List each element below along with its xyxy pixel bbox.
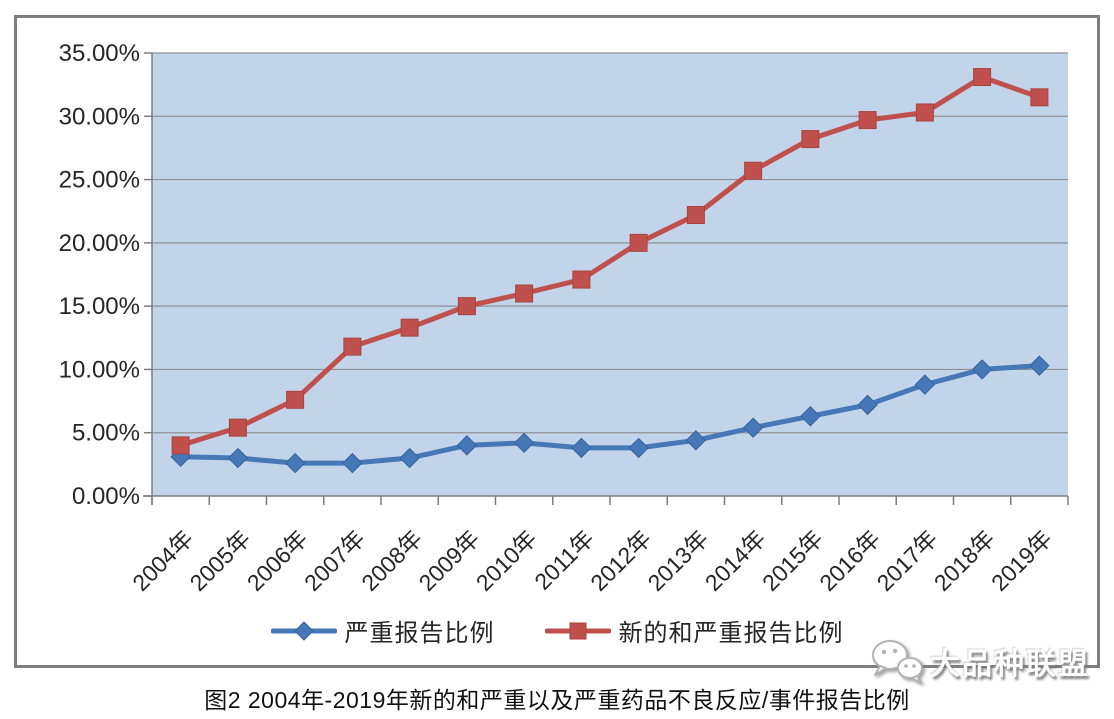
watermark-text: 大品种联盟 [930,648,1090,681]
chart-legend: 严重报告比例 新的和严重报告比例 [17,613,1097,648]
series-line [178,363,1042,466]
data-point-marker [857,394,878,416]
y-tick-label: 25.00% [59,167,140,194]
legend-label: 新的和严重报告比例 [618,620,844,647]
legend-marker-diamond [270,620,337,641]
data-point-marker [286,390,305,409]
x-tick-label: 2019年 [986,525,1057,596]
x-tick-label: 2007年 [299,525,370,596]
data-point-marker [915,103,934,122]
figure-caption: 图2 2004年-2019年新的和严重以及严重药品不良反应/事件报告比例 [204,687,910,713]
y-tick-label: 10.00% [59,356,140,383]
data-point-marker [628,437,649,459]
data-point-marker [399,447,420,469]
series-line [178,74,1042,448]
data-point-marker [572,270,591,289]
x-tick-label: 2011年 [529,525,599,595]
x-tick-label: 2013年 [643,525,714,596]
x-axis-labels: 2004年2005年2006年2007年2008年2009年2010年2011年… [127,525,1057,596]
data-point-marker [171,436,190,455]
data-point-marker [571,437,592,459]
line-chart: 0.00% 5.00% 10.00% 15.00% 20.00% 25.00% 30.00%… [59,40,1069,596]
data-point-marker [742,417,764,438]
x-tick-label: 2010年 [471,525,542,596]
y-tick-label: 30.00% [59,103,140,130]
y-tick-label: 15.00% [59,293,140,320]
data-point-marker [1030,88,1049,107]
wechat-icon [872,640,923,684]
watermark: 大品种联盟 [868,637,1090,685]
data-point-marker [801,130,820,149]
data-point-marker [227,447,249,469]
data-point-marker [971,359,993,380]
data-point-marker [858,111,877,130]
data-point-marker [342,452,363,474]
data-point-marker [744,161,763,180]
data-point-marker [284,452,306,474]
data-point-marker [1029,355,1050,376]
x-tick-label: 2017年 [872,525,943,596]
legend-marker-square [544,622,611,639]
gridlines [152,52,1068,434]
x-tick-label: 2016年 [814,525,885,596]
data-point-marker [973,68,992,87]
x-tick-label: 2005年 [185,525,256,596]
chart-container: 0.00% 5.00% 10.00% 15.00% 20.00% 25.00% 30.00%… [14,15,1100,668]
y-tick-label: 5.00% [72,420,140,447]
x-tick-label: 2008年 [356,525,427,596]
y-tick-label: 0.00% [72,483,140,510]
x-tick-label: 2009年 [414,525,485,596]
legend-label: 严重报告比例 [344,620,495,647]
data-point-marker [629,233,648,252]
x-tick-label: 2006年 [242,525,313,596]
series-新的和严重报告比例 [171,68,1049,455]
data-point-marker [343,337,362,356]
y-tick-label: 35.00% [59,40,140,67]
data-point-marker [400,318,419,337]
data-point-marker [456,435,478,456]
axes [143,52,1069,505]
data-point-marker [513,432,535,454]
data-point-marker [914,374,936,395]
x-tick-label: 2014年 [700,525,771,596]
data-point-marker [686,206,705,225]
legend-item-serious: 严重报告比例 [270,613,495,648]
data-point-marker [515,284,534,303]
y-tick-label: 20.00% [59,230,140,257]
plot-area [152,53,1068,496]
data-point-marker [800,406,821,427]
y-axis-labels: 0.00% 5.00% 10.00% 15.00% 20.00% 25.00% 30.00%… [59,40,140,510]
data-point-marker [685,430,707,451]
data-point-marker [228,418,247,437]
x-tick-label: 2012年 [585,525,656,596]
x-tick-label: 2015年 [757,525,828,596]
legend-item-new-and-serious: 新的和严重报告比例 [544,613,844,648]
x-tick-label: 2004年 [127,525,198,596]
data-point-marker [457,297,476,316]
x-tick-label: 2018年 [929,525,1000,596]
